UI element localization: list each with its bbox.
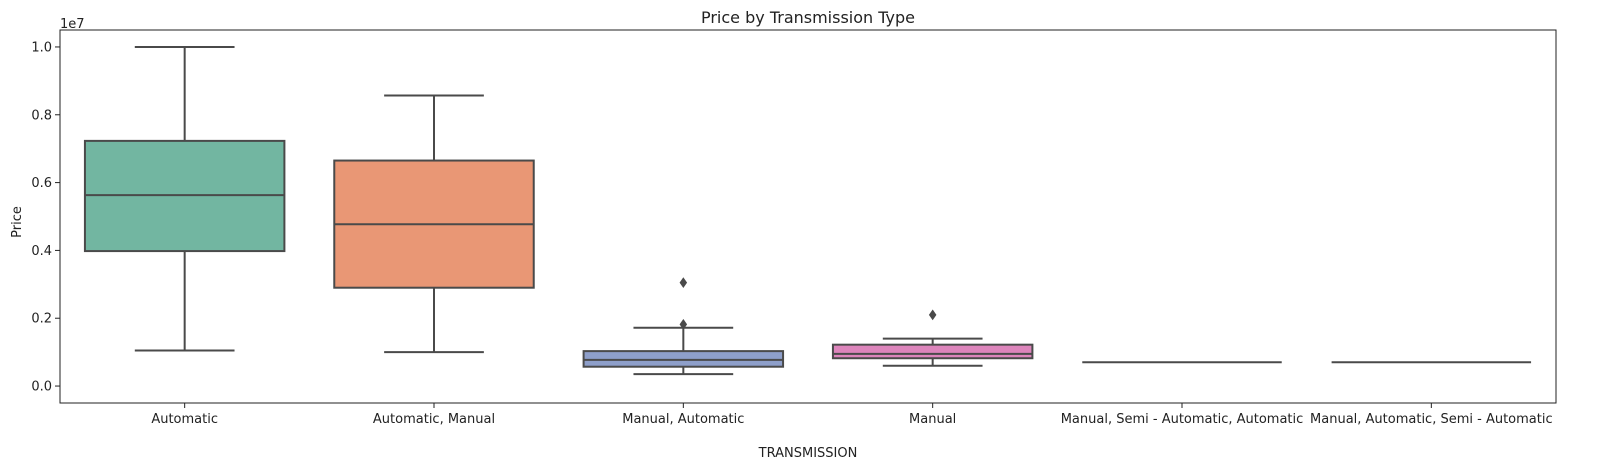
- x-tick-label: Manual: [909, 412, 956, 427]
- chart-title: Price by Transmission Type: [701, 8, 915, 27]
- box-group: [831, 309, 1034, 367]
- x-tick-label: Automatic, Manual: [373, 412, 495, 427]
- box-group: [83, 45, 286, 352]
- y-tick-label: 0.8: [31, 108, 52, 123]
- y-tick-label: 0.2: [31, 312, 52, 327]
- box-series: [83, 45, 1532, 376]
- y-tick-label: 0.4: [31, 244, 52, 259]
- y-axis-scale-label: 1e7: [60, 17, 85, 32]
- x-axis-label: TRANSMISSION: [758, 446, 858, 461]
- plot-frame: [59, 29, 1557, 404]
- y-tick-label: 1.0: [31, 40, 52, 55]
- box-group: [582, 277, 785, 376]
- outlier-point: [928, 309, 937, 321]
- y-axis-ticks: 0.0 0.2 0.4 0.6 0.8 1.0: [31, 40, 60, 395]
- outlier-point: [679, 318, 688, 330]
- box-group: [333, 94, 535, 354]
- y-tick-label: 0.0: [31, 380, 52, 395]
- x-tick-label: Automatic: [151, 412, 218, 427]
- outlier-point: [679, 277, 688, 288]
- y-axis-label: Price: [10, 206, 25, 238]
- x-tick-label: Manual, Automatic, Semi - Automatic: [1310, 412, 1553, 427]
- x-tick-label: Manual, Automatic: [622, 412, 744, 427]
- x-tick-label: Manual, Semi - Automatic, Automatic: [1061, 412, 1304, 427]
- y-tick-label: 0.6: [31, 176, 52, 191]
- x-axis-ticks: Automatic Automatic, Manual Manual, Automa…: [151, 403, 1553, 427]
- box-iqr: [831, 343, 1034, 360]
- box-iqr: [582, 350, 785, 368]
